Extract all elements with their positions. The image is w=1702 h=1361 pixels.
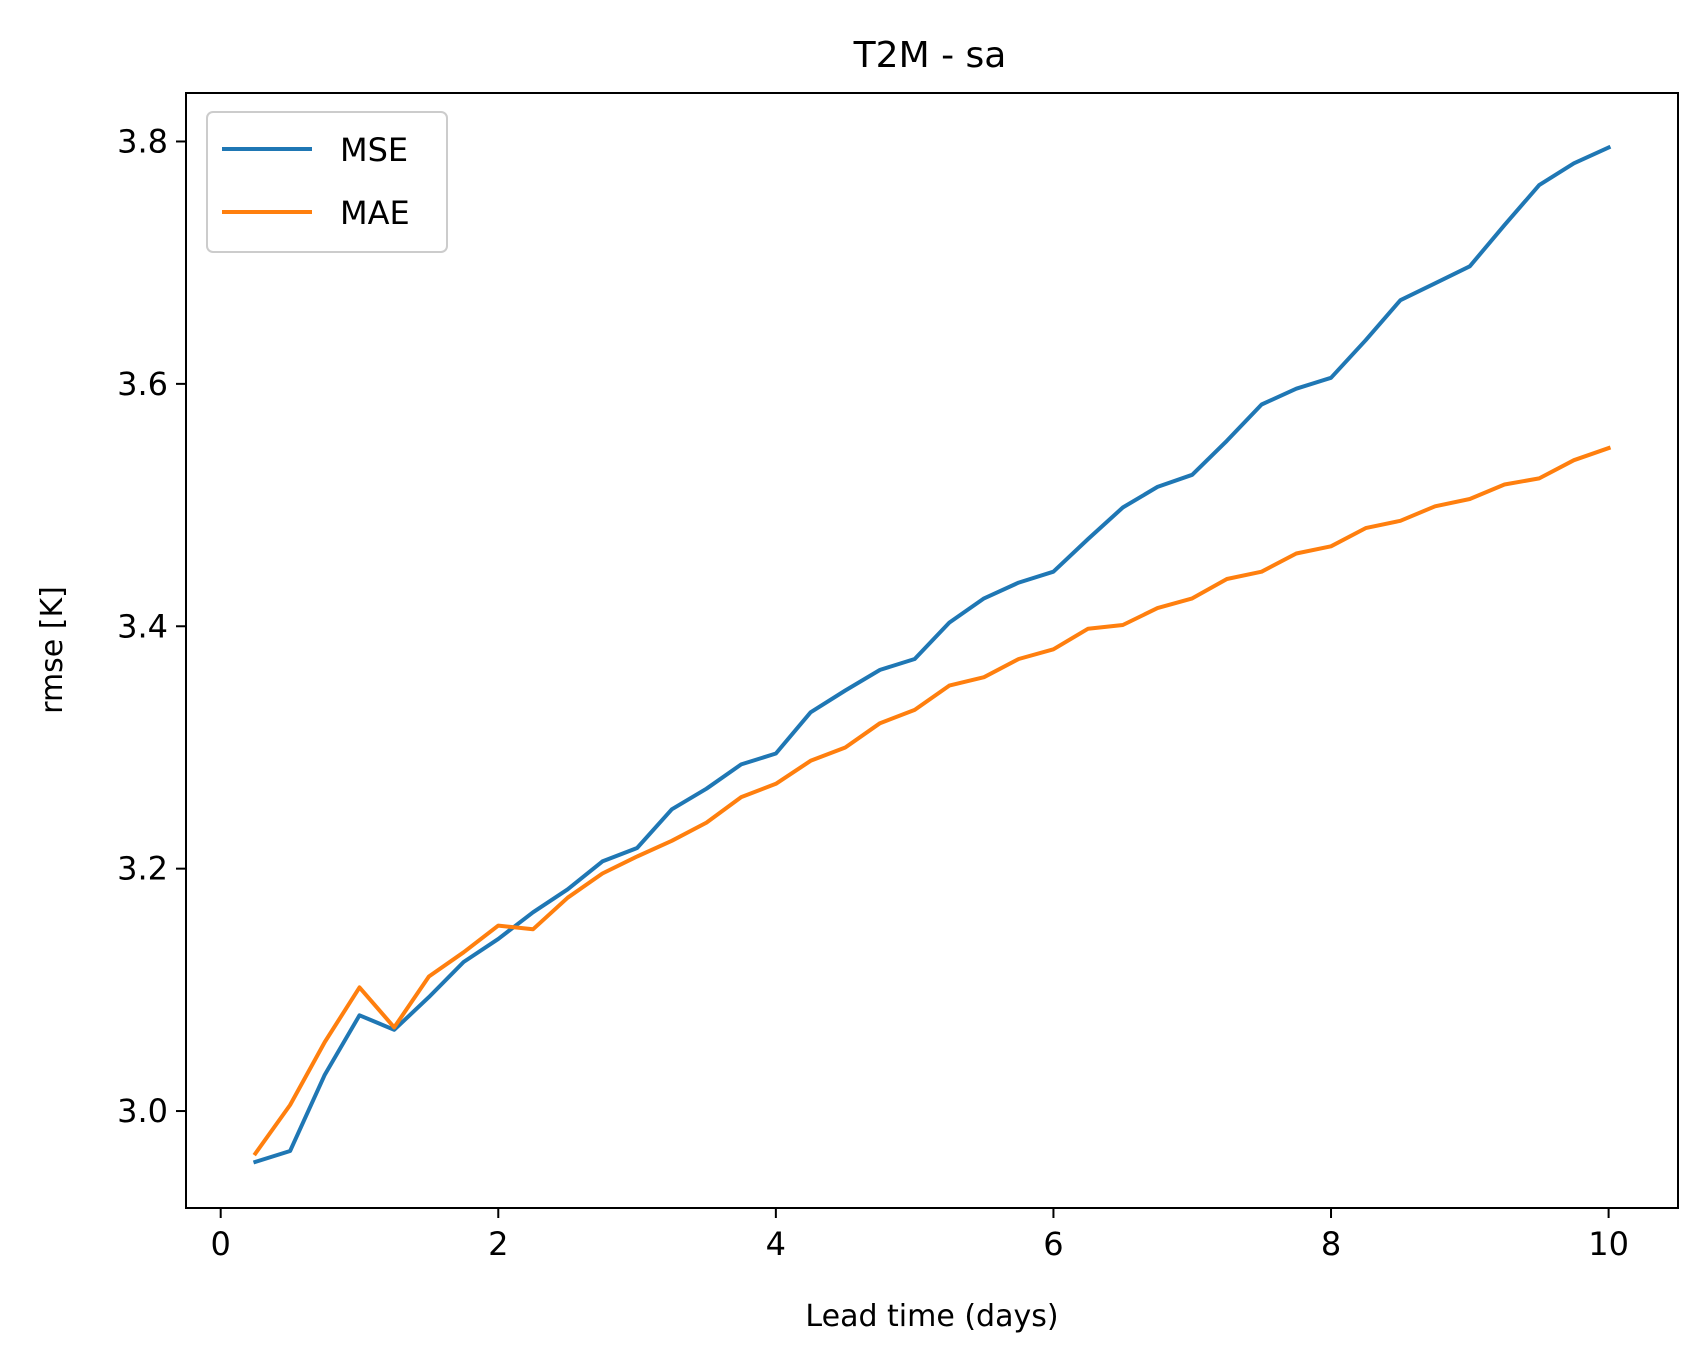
series-line-mse <box>252 144 1612 1165</box>
x-tick-label: 10 <box>1588 1225 1629 1263</box>
chart-title: T2M - sa <box>853 35 1007 76</box>
y-tick-label: 3.2 <box>117 850 168 888</box>
y-tick-label: 3.8 <box>117 122 168 160</box>
y-tick-label: 3.0 <box>117 1092 168 1130</box>
x-tick-label: 0 <box>211 1225 231 1263</box>
x-axis-ticks: 0 2 4 6 8 10 <box>211 1208 1629 1263</box>
y-axis-ticks: 3.0 3.2 3.4 3.6 3.8 <box>117 122 186 1130</box>
x-tick-label: 8 <box>1321 1225 1341 1263</box>
y-tick-label: 3.4 <box>117 607 168 645</box>
legend: MSE MAE <box>206 111 448 253</box>
y-axis-label: rmse [K] <box>35 586 70 714</box>
legend-box <box>206 111 448 253</box>
series-line-mae <box>252 445 1612 1157</box>
legend-label-mse: MSE <box>340 131 408 169</box>
series-lines <box>252 144 1612 1165</box>
x-tick-label: 6 <box>1043 1225 1063 1263</box>
y-tick-label: 3.6 <box>117 365 168 403</box>
legend-label-mae: MAE <box>340 194 410 232</box>
x-tick-label: 2 <box>488 1225 508 1263</box>
x-axis-label: Lead time (days) <box>805 1299 1058 1334</box>
x-tick-label: 4 <box>766 1225 786 1263</box>
plot-area-frame <box>185 92 1679 1209</box>
